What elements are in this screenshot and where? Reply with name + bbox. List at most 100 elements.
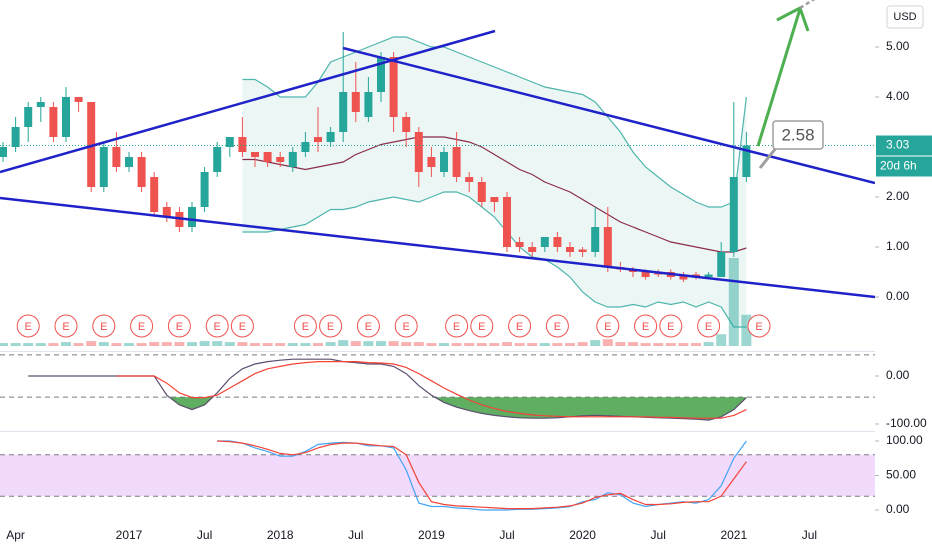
earnings-marker (596, 314, 620, 338)
volume-bar (199, 341, 210, 346)
x-tick-label: Jul (802, 528, 817, 542)
candle-body (503, 197, 511, 247)
candle-body (276, 157, 285, 162)
countdown-box (876, 156, 932, 177)
volume-bar (577, 342, 588, 346)
volume-bar (539, 343, 550, 346)
indicator-pane (0, 354, 875, 421)
earnings-marker (445, 314, 469, 338)
volume-bar (640, 343, 651, 346)
x-tick-label: Jul (197, 528, 212, 542)
earnings-label: E (642, 321, 649, 333)
candle-body (351, 92, 360, 112)
volume-bar (136, 343, 147, 346)
earnings-label: E (554, 321, 561, 333)
volume-bar (73, 343, 84, 346)
earnings-marker (293, 314, 317, 338)
earnings-label: E (516, 321, 523, 333)
volume-bar (338, 340, 349, 346)
candle-body (540, 237, 549, 247)
volume-bar (451, 343, 462, 346)
x-tick-label: Jul (348, 528, 363, 542)
x-tick-label: 2018 (267, 528, 294, 542)
volume-bar (376, 341, 386, 346)
volume-bar (464, 343, 475, 346)
volume-bar (527, 343, 538, 346)
x-tick-label: Apr (6, 528, 25, 542)
candle-body (679, 274, 688, 280)
volume-bar (124, 343, 134, 346)
y-tick-label: 0.00 (886, 502, 910, 516)
drawings: 2.58 (0, 0, 875, 299)
trend-line (0, 196, 875, 299)
volume-bar (426, 343, 437, 346)
candle-body (74, 97, 83, 102)
earnings-label: E (755, 321, 762, 333)
volume-bar (237, 342, 248, 346)
volume-bar (514, 343, 525, 346)
volume-bar (691, 343, 701, 346)
trend-line (342, 46, 875, 185)
candle-body (162, 207, 171, 217)
x-tick-label: 2020 (569, 528, 596, 542)
x-tick-label: Jul (651, 528, 666, 542)
currency: USD (893, 11, 916, 23)
volume-bar (716, 334, 727, 346)
candle-body (414, 132, 423, 172)
callout-box (772, 120, 824, 150)
volume-bar (653, 343, 664, 346)
earnings-marker (634, 314, 658, 338)
candle-body (238, 137, 247, 152)
candle-body (288, 152, 297, 167)
volume-bar (363, 341, 374, 346)
earnings-label: E (453, 321, 460, 333)
candle-body (11, 127, 20, 147)
arrow-head (776, 5, 810, 32)
earnings-label: E (100, 321, 107, 333)
volume-bar (0, 343, 8, 346)
candle-body (200, 172, 209, 207)
volume-bar (61, 342, 71, 346)
candle-body (377, 57, 385, 92)
candle-body (452, 147, 461, 177)
volume-bar (665, 343, 676, 346)
volume-bar (602, 339, 613, 346)
candle-body (0, 147, 7, 157)
earnings-marker (130, 314, 154, 338)
volume-bar (174, 342, 185, 346)
earnings-marker (508, 314, 532, 338)
price-label: 3.03 (886, 138, 910, 152)
candle-body (729, 177, 738, 252)
volume-bar (741, 314, 752, 346)
earnings-label: E (667, 321, 674, 333)
candle-body (440, 152, 448, 172)
axis-background (875, 0, 932, 550)
volume-bar (413, 342, 424, 346)
candle-body (137, 157, 146, 187)
earnings-label: E (604, 321, 611, 333)
indicator-line (116, 361, 747, 419)
volume-bar (502, 342, 512, 346)
candle-body (125, 157, 133, 167)
candle-body (364, 92, 373, 117)
candle-body (704, 274, 713, 277)
volume-bar (313, 343, 323, 346)
price-axis: USD 3.03 20d 6h 0.00 1.00 2.00 4.00 5.00 0.00 -1… (875, 0, 932, 550)
volume-bar (23, 343, 34, 346)
price-label-box (876, 135, 932, 156)
volume-bar (250, 343, 260, 346)
earnings-marker (470, 314, 494, 338)
candle-body (641, 272, 650, 277)
earnings-label: E (365, 321, 372, 333)
candle-body (112, 147, 121, 167)
candle-body (591, 227, 600, 252)
candle-body (24, 107, 33, 127)
candle-body (49, 107, 58, 137)
volume-bar (678, 343, 689, 346)
candle-body (326, 132, 335, 142)
candle-body (578, 249, 587, 252)
earnings-marker (394, 314, 418, 338)
currency-box (886, 5, 924, 29)
